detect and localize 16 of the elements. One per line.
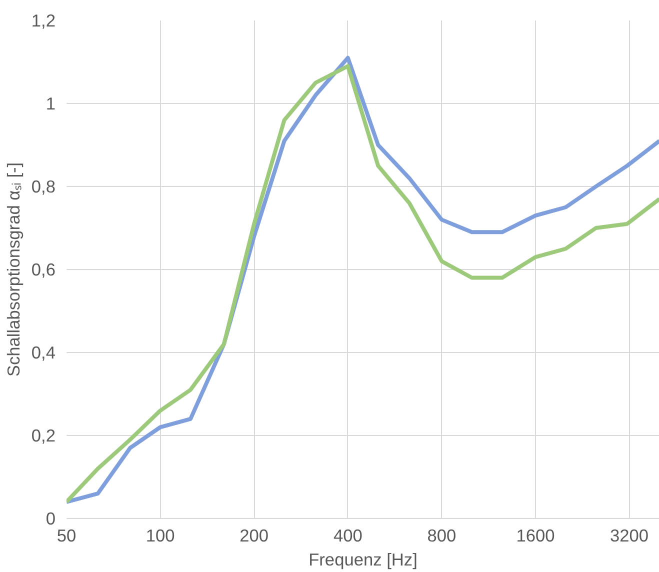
y-tick-label: 0,2 [31,426,56,446]
x-tick-label: 50 [56,526,76,546]
x-tick-label: 1600 [516,526,555,546]
y-tick-label: 0,6 [31,260,56,280]
y-tick-label: 0,8 [31,176,56,196]
y-tick-label: 1,2 [31,10,56,30]
y-tick-label: 0,4 [31,342,56,362]
y-tick-label: 0 [46,508,56,528]
x-tick-label: 100 [146,526,175,546]
y-tick-label: 1 [46,94,56,114]
x-tick-label: 400 [333,526,362,546]
x-tick-label: 800 [427,526,456,546]
x-tick-label: 200 [240,526,269,546]
x-axis-title: Frequenz [Hz] [308,550,418,570]
y-axis-title: Schallabsorptionsgrad αₛᵢ [-] [3,162,24,377]
x-tick-label: 3200 [610,526,649,546]
